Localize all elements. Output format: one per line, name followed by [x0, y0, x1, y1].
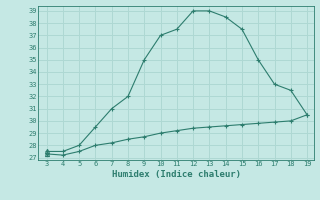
X-axis label: Humidex (Indice chaleur): Humidex (Indice chaleur)	[111, 170, 241, 179]
